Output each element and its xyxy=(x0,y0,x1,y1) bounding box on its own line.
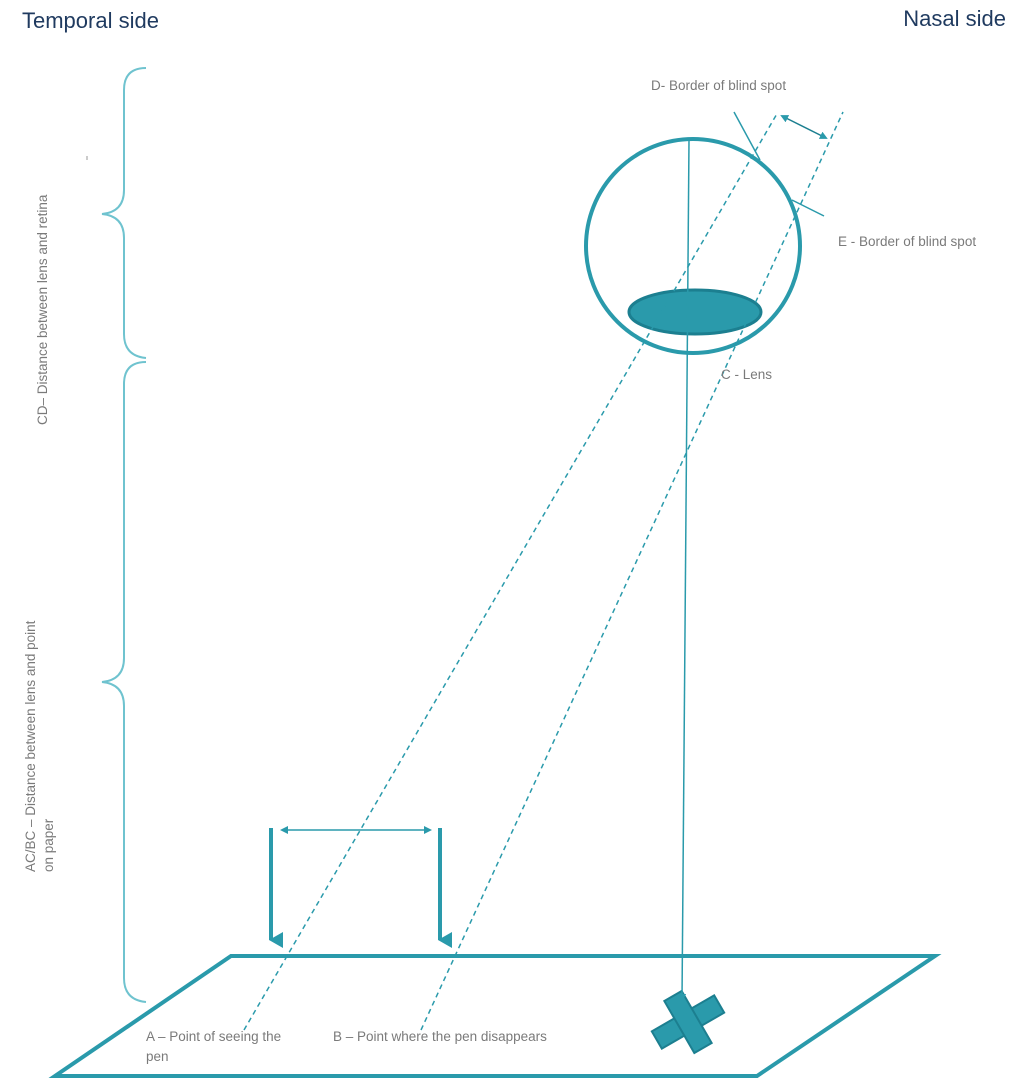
d-pointer xyxy=(733,111,761,161)
blind-spot-width-arrow xyxy=(780,115,828,139)
eyeball xyxy=(584,137,802,355)
border-e-label: E - Border of blind spot xyxy=(838,234,977,249)
point-a-label: A – Point of seeing the pen xyxy=(146,1029,282,1064)
ray-a-to-d xyxy=(243,111,779,1031)
cd-brace xyxy=(101,67,147,359)
nasal-side-label: Nasal side xyxy=(903,6,1006,31)
paper-sheet xyxy=(48,954,942,1078)
acbc-distance-label: AC/BC – Distance between lens and point … xyxy=(22,621,58,872)
temporal-side-label: Temporal side xyxy=(22,8,159,33)
acbc-brace xyxy=(101,361,147,1003)
acbc-distance-line1: AC/BC – Distance between lens and point xyxy=(23,620,38,872)
border-d-label: D- Border of blind spot xyxy=(651,78,787,93)
acbc-distance-line2: on paper xyxy=(41,818,56,872)
lens-label: C - Lens xyxy=(721,367,773,382)
point-b-label: B – Point where the pen disappears xyxy=(333,1029,547,1044)
line-of-sight xyxy=(678,139,690,1002)
cd-distance-label: CD– Distance between lens and retina xyxy=(35,194,50,425)
fixation-cross xyxy=(650,989,726,1055)
e-pointer xyxy=(791,199,825,217)
lens-shape xyxy=(627,288,763,336)
ray-b-to-e xyxy=(420,111,844,1031)
